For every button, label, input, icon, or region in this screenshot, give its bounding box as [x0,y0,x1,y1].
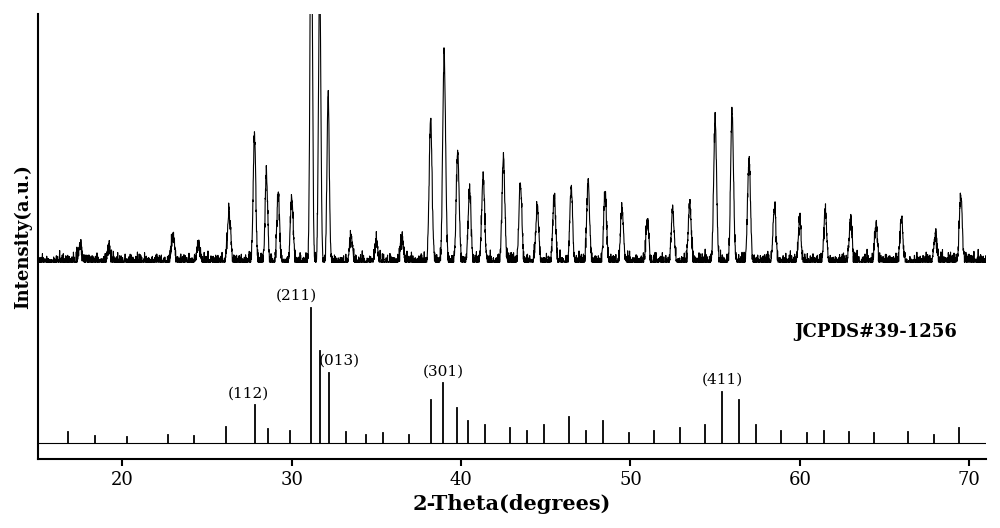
Text: JCPDS#39-1256: JCPDS#39-1256 [795,323,957,341]
Y-axis label: Intensity(a.u.): Intensity(a.u.) [14,164,32,309]
Text: (301): (301) [423,365,464,379]
Text: (112): (112) [228,386,269,400]
Text: (411): (411) [701,373,743,387]
Text: (013): (013) [319,354,360,368]
X-axis label: 2-Theta(degrees): 2-Theta(degrees) [413,494,611,514]
Text: (211): (211) [275,289,317,303]
